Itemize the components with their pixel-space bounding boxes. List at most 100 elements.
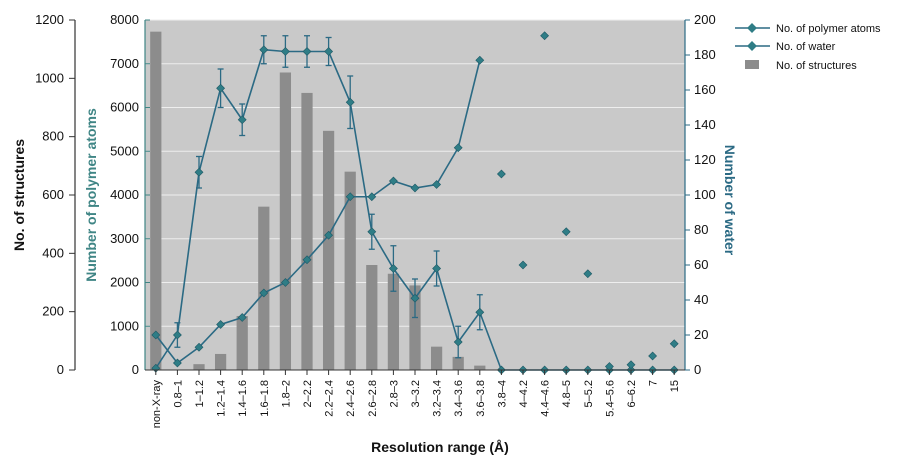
x-tick-label-11: 2.8–3 <box>388 380 400 408</box>
water-point-10 <box>367 227 377 237</box>
polymer-point-14 <box>453 143 463 153</box>
left-axis-title: No. of structures <box>11 139 27 251</box>
left-tick-label-1: 200 <box>42 304 64 319</box>
water-point-14 <box>453 337 463 347</box>
bar-7 <box>301 92 313 371</box>
bar-15 <box>474 365 486 370</box>
legend-label-water: No. of water <box>776 41 836 53</box>
water-point-6 <box>280 47 290 56</box>
x-tick-label-13: 3.2–3.4 <box>432 380 444 417</box>
water-point-7 <box>302 47 312 56</box>
bar-5 <box>258 206 270 370</box>
polymer-point-0 <box>151 330 161 340</box>
legend-label-structures: No. of structures <box>776 60 857 72</box>
water-point-11 <box>388 264 398 273</box>
legend: No. of polymer atoms No. of water No. of… <box>735 23 881 72</box>
polymer-point-20 <box>583 269 593 279</box>
right-tick-label-0: 0 <box>694 362 701 377</box>
bar-12 <box>409 285 421 370</box>
bar-4 <box>236 316 248 370</box>
polymer-point-6 <box>280 278 290 287</box>
left-tick-label-0: 0 <box>57 362 64 377</box>
center-tick-label-6: 6000 <box>110 100 139 115</box>
right-tick-label-1: 20 <box>694 327 708 342</box>
polymer-point-8 <box>324 230 334 240</box>
polymer-point-5 <box>259 288 269 298</box>
bars-structures <box>150 31 486 371</box>
polymer-point-23 <box>648 351 658 361</box>
left-tick-label-4: 800 <box>42 129 64 144</box>
water-point-12 <box>410 293 420 303</box>
legend-item-structures: No. of structures <box>745 60 857 72</box>
polymer-line <box>155 60 481 365</box>
polymer-point-16 <box>496 169 506 179</box>
bar-0 <box>150 31 162 371</box>
center-tick-label-3: 3000 <box>110 231 139 246</box>
left-tick-label-2: 400 <box>42 245 64 260</box>
right-tick-label-6: 120 <box>694 152 716 167</box>
bar-11 <box>387 273 400 370</box>
x-tick-label-10: 2.6–2.8 <box>367 380 379 417</box>
bar-2 <box>193 364 205 370</box>
right-tick-label-4: 80 <box>694 222 708 237</box>
right-tick-label-5: 100 <box>694 187 716 202</box>
bar-9 <box>344 171 356 370</box>
x-tick-label-20: 5–5.2 <box>583 380 595 408</box>
x-tick-label-0: non-X-ray <box>151 380 163 429</box>
right-tick-label-7: 140 <box>694 117 716 132</box>
x-tick-label-12: 3–3.2 <box>410 380 422 408</box>
bar-10 <box>366 265 378 370</box>
polymer-point-2 <box>194 342 204 352</box>
center-tick-label-2: 2000 <box>110 275 139 290</box>
water-point-2 <box>194 167 204 177</box>
center-tick-label-0: 0 <box>132 362 139 377</box>
x-tick-label-8: 2.2–2.4 <box>324 380 336 417</box>
x-tick-label-15: 3.6–3.8 <box>475 380 487 417</box>
polymer-point-7 <box>302 255 312 265</box>
x-tick-label-22: 6–6.2 <box>626 380 638 408</box>
left-tick-label-6: 1200 <box>35 12 64 27</box>
right-tick-label-9: 180 <box>694 47 716 62</box>
polymer-point-15 <box>475 55 485 65</box>
polymer-point-12 <box>410 183 420 193</box>
x-tick-label-4: 1.4–1.6 <box>237 380 249 417</box>
center-tick-label-1: 1000 <box>110 318 139 333</box>
legend-label-polymer-atoms: No. of polymer atoms <box>776 23 881 35</box>
polymer-point-17 <box>518 260 528 270</box>
x-tick-label-2: 1–1.2 <box>194 380 206 408</box>
right-axis-title: Number of water <box>722 145 738 256</box>
bar-14 <box>452 356 464 370</box>
center-axis-title: Number of polymer atoms <box>83 108 99 282</box>
water-point-3 <box>216 83 226 93</box>
x-tick-label-5: 1.6–1.8 <box>259 380 271 417</box>
bar-3 <box>214 353 227 370</box>
polymer-point-24 <box>669 339 679 349</box>
right-tick-label-10: 200 <box>694 12 716 27</box>
x-tick-label-1: 0.8–1 <box>172 380 184 408</box>
left-tick-label-3: 600 <box>42 187 64 202</box>
water-point-8 <box>324 47 334 56</box>
x-tick-label-24: 15 <box>669 380 681 392</box>
legend-item-water: No. of water <box>735 41 836 53</box>
polymer-point-1 <box>172 358 182 368</box>
polymer-point-11 <box>388 176 398 186</box>
center-tick-label-7: 7000 <box>110 56 139 71</box>
center-tick-label-4: 4000 <box>110 187 139 202</box>
x-axis-ticks: non-X-ray 0.8–1 1–1.2 1.2–1.4 1.4–1.6 1.6–1.8… <box>151 370 681 428</box>
x-tick-label-14: 3.4–3.6 <box>453 380 465 417</box>
x-tick-label-19: 4.8–5 <box>561 380 573 408</box>
left-axis: 0 200 400 600 800 1000 1200 <box>35 12 76 377</box>
water-point-13 <box>432 264 442 273</box>
right-axis: 0 20 40 60 80 100 120 140 160 180 200 <box>684 12 716 377</box>
polymer-point-13 <box>432 180 442 189</box>
left-tick-label-5: 1000 <box>35 70 64 85</box>
x-tick-label-23: 7 <box>648 380 660 386</box>
x-axis-title: Resolution range (Å) <box>371 439 509 455</box>
water-point-9 <box>345 97 355 107</box>
right-tick-label-3: 60 <box>694 257 708 272</box>
water-point-15 <box>475 307 485 317</box>
center-tick-label-8: 8000 <box>110 12 139 27</box>
polymer-point-18 <box>540 31 550 41</box>
water-point-4 <box>237 115 247 125</box>
